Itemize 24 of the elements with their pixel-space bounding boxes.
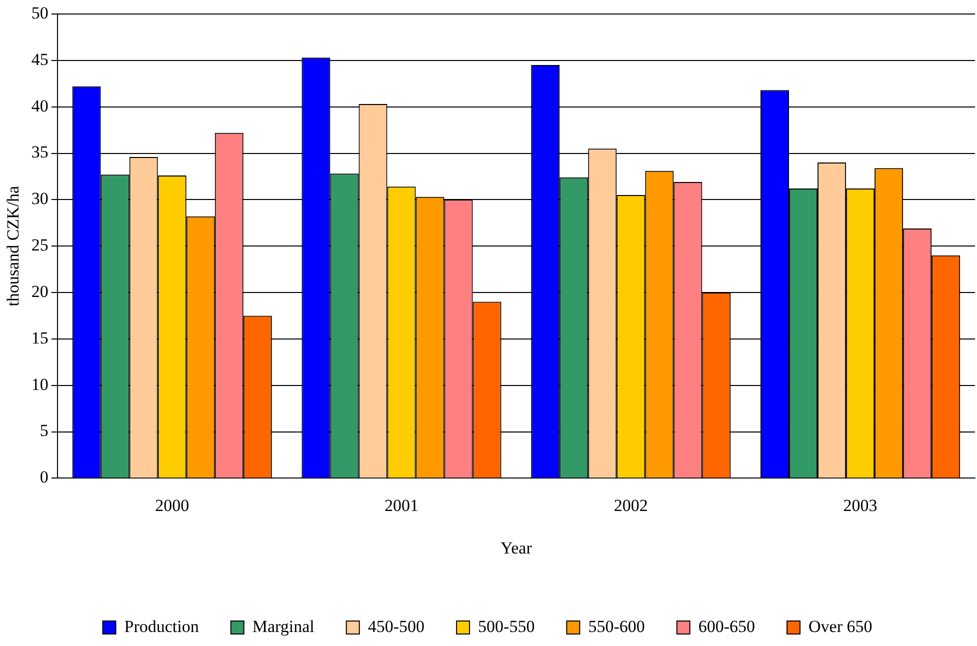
legend-label: Production: [124, 616, 200, 636]
x-axis-title: Year: [500, 538, 532, 558]
y-tick-label: 45: [31, 50, 48, 69]
legend-label: 600-650: [698, 616, 756, 636]
legend-label: 500-550: [478, 616, 535, 636]
y-axis-title: thousand CZK/ha: [4, 185, 23, 306]
y-tick-label: 30: [31, 189, 48, 208]
y-tick-label: 15: [31, 328, 48, 348]
legend-label: Over 650: [808, 616, 872, 636]
x-tick-label: 2000: [155, 496, 190, 515]
y-tick-label: 35: [31, 142, 48, 162]
y-tick-label: 25: [31, 236, 48, 255]
y-tick-label: 10: [31, 374, 48, 394]
y-tick-label: 5: [40, 421, 48, 440]
y-tick-label: 0: [40, 468, 48, 487]
x-tick-label: 2002: [614, 496, 648, 515]
legend-label: 450-500: [368, 616, 425, 636]
y-tick-label: 50: [31, 3, 48, 22]
x-tick-label: 2001: [384, 496, 418, 515]
y-tick-label: 40: [31, 96, 48, 116]
legend-label: Marginal: [252, 616, 315, 636]
y-tick-label: 20: [31, 282, 48, 301]
x-tick-label: 2003: [843, 496, 878, 515]
legend-label: 550-600: [588, 616, 645, 636]
